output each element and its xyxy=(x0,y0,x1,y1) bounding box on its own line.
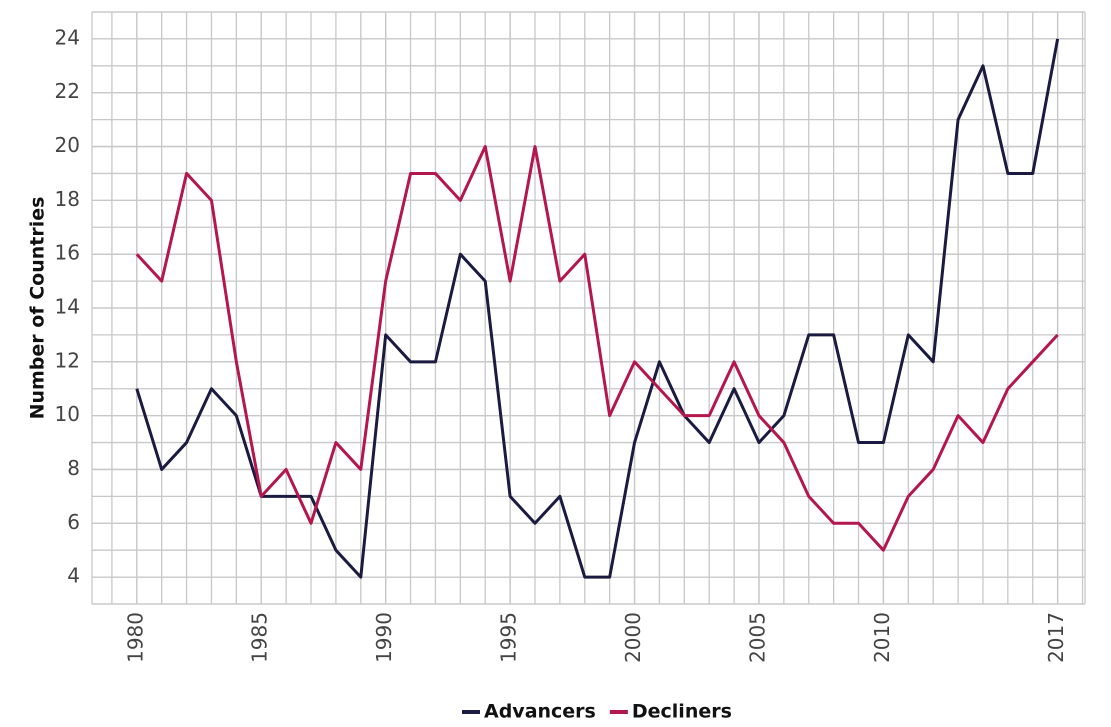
y-tick-label: 4 xyxy=(67,564,80,588)
y-tick-label: 12 xyxy=(55,348,80,372)
x-tick-label: 2010 xyxy=(870,612,894,663)
legend-label: Advancers xyxy=(484,701,596,723)
legend-label: Decliners xyxy=(632,701,732,723)
y-axis-label: Number of Countries xyxy=(27,197,49,420)
x-tick-label: 1980 xyxy=(123,612,147,663)
x-tick-label: 2005 xyxy=(745,612,769,663)
y-tick-label: 14 xyxy=(55,295,80,319)
y-tick-label: 8 xyxy=(67,456,80,480)
x-tick-label: 1995 xyxy=(497,612,521,663)
x-tick-label: 2017 xyxy=(1044,612,1068,663)
y-tick-label: 18 xyxy=(55,187,80,211)
y-tick-label: 10 xyxy=(55,402,80,426)
x-tick-label: 2000 xyxy=(621,612,645,663)
line-series xyxy=(135,38,1060,579)
y-tick-label: 22 xyxy=(55,79,80,103)
x-tick-label: 1985 xyxy=(248,612,272,663)
y-tick-label: 24 xyxy=(55,25,80,49)
line-series xyxy=(135,145,1059,552)
x-tick-label: 1990 xyxy=(372,612,396,663)
y-tick-label: 16 xyxy=(55,241,80,265)
y-tick-label: 20 xyxy=(55,133,80,157)
y-tick-label: 6 xyxy=(67,510,80,534)
